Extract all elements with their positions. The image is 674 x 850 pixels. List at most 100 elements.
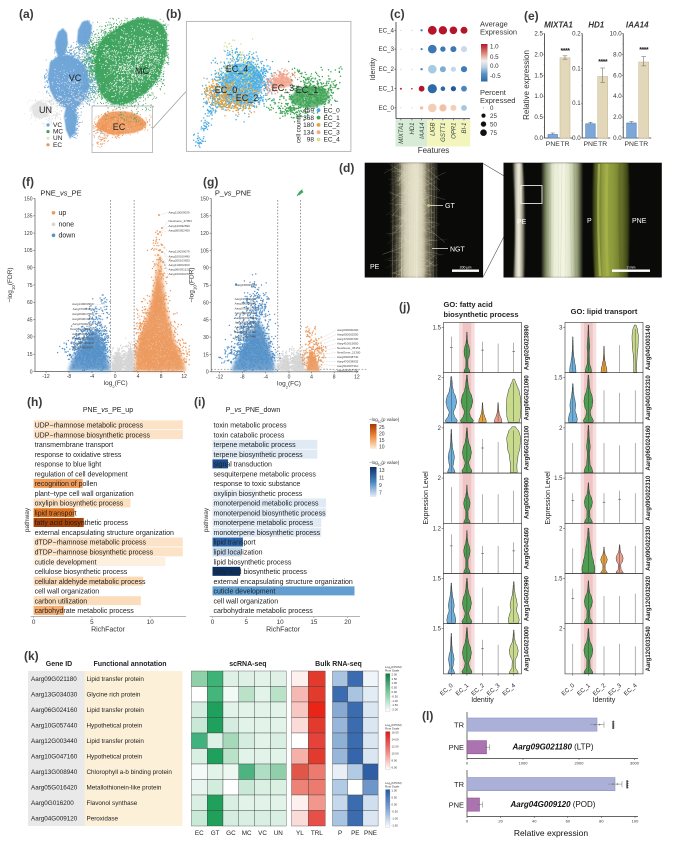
svg-text:TR: TR — [454, 721, 465, 730]
svg-text:down: down — [59, 233, 76, 240]
svg-text:15: 15 — [379, 438, 385, 444]
svg-text:Aarg090017580: Aarg090017580 — [72, 312, 94, 316]
svg-text:external encapsulating structu: external encapsulating structure organiz… — [214, 579, 353, 586]
svg-text:response to oxidative stress: response to oxidative stress — [35, 452, 122, 459]
svg-text:PNE: PNE — [625, 141, 639, 148]
svg-text:log2(FC): log2(FC) — [277, 380, 301, 389]
svg-text:NewGene_21300: NewGene_21300 — [337, 351, 361, 355]
svg-text:EC_3: EC_3 — [379, 46, 395, 53]
svg-text:****: **** — [561, 48, 571, 55]
svg-text:PE: PE — [370, 264, 380, 271]
svg-text:PNE: PNE — [364, 830, 377, 837]
svg-text:-1.50: -1.50 — [392, 703, 399, 707]
svg-text:368: 368 — [303, 115, 314, 122]
svg-text:fatty acid biosynthetic proces: fatty acid biosynthetic process — [35, 520, 129, 527]
svg-text:13: 13 — [379, 468, 385, 474]
svg-text:TRL: TRL — [311, 830, 323, 837]
svg-text:Bulk RNA-seq: Bulk RNA-seq — [315, 661, 362, 668]
svg-text:2.0: 2.0 — [613, 114, 622, 121]
svg-text:8: 8 — [160, 374, 163, 380]
svg-text:Aarg04G032310: Aarg04G032310 — [646, 375, 652, 421]
svg-text:(i): (i) — [194, 395, 205, 409]
svg-text:RichFactor: RichFactor — [266, 627, 301, 634]
svg-text:toxin metabolic process: toxin metabolic process — [214, 423, 288, 430]
svg-text:UDP−rhamnose metabolic process: UDP−rhamnose metabolic process — [35, 423, 144, 430]
svg-text:Aarg0G042460: Aarg0G042460 — [525, 527, 531, 569]
svg-text:****: **** — [639, 47, 649, 54]
svg-text:Aarg100249490: Aarg100249490 — [235, 330, 257, 334]
svg-text:Chlorophyll a-b binding protei: Chlorophyll a-b binding protein — [87, 769, 173, 776]
svg-text:Aarg02G023890: Aarg02G023890 — [525, 324, 531, 370]
svg-text:1.00: 1.00 — [392, 681, 398, 685]
svg-text:UN: UN — [274, 830, 284, 837]
svg-text:biosynthetic process: biosynthetic process — [444, 310, 519, 319]
svg-text:-12: -12 — [42, 374, 49, 380]
svg-text:EC_0: EC_0 — [379, 105, 395, 112]
svg-text:-1.50: -1.50 — [392, 824, 399, 828]
svg-text:Peroxidase: Peroxidase — [87, 816, 119, 823]
svg-text:Features: Features — [418, 146, 450, 155]
svg-text:150: 150 — [24, 196, 33, 202]
svg-text:pathway: pathway — [24, 507, 31, 532]
svg-text:6.0: 6.0 — [613, 72, 622, 79]
svg-text:-8: -8 — [67, 374, 72, 380]
svg-text:90: 90 — [203, 266, 209, 272]
svg-text:recognition of pollen: recognition of pollen — [35, 481, 98, 488]
svg-text:Aarg110006190: Aarg110006190 — [235, 321, 256, 325]
svg-text:Aarg100005310: Aarg100005310 — [72, 337, 94, 341]
svg-text:Aarg13G034030: Aarg13G034030 — [31, 692, 78, 699]
svg-text:****: **** — [622, 780, 629, 789]
svg-text:10: 10 — [147, 619, 155, 626]
svg-text:GSTT1: GSTT1 — [441, 123, 447, 142]
svg-text:(e): (e) — [524, 9, 539, 23]
svg-text:up: up — [59, 210, 67, 217]
svg-text:0.2: 0.2 — [572, 31, 581, 38]
svg-text:terpene metabolic process: terpene metabolic process — [214, 442, 297, 449]
svg-text:135: 135 — [200, 214, 209, 220]
svg-text:Aarg09G021180: Aarg09G021180 — [31, 676, 77, 683]
svg-text:Flavonol synthase: Flavonol synthase — [87, 800, 138, 807]
svg-text:16.00: 16.00 — [392, 731, 399, 735]
svg-text:OPR1: OPR1 — [452, 123, 458, 139]
svg-text:IAA14: IAA14 — [626, 21, 649, 30]
svg-text:-0.50: -0.50 — [392, 694, 399, 698]
svg-text:P: P — [338, 830, 342, 837]
svg-text:45: 45 — [27, 317, 33, 323]
svg-text:Lipid transfer protein: Lipid transfer protein — [87, 707, 145, 714]
svg-text:NewGene_37953: NewGene_37953 — [169, 219, 193, 223]
svg-text:lipid transport: lipid transport — [35, 510, 77, 517]
svg-text:pathway: pathway — [203, 507, 210, 532]
svg-text:Aarg160029380: Aarg160029380 — [236, 283, 258, 287]
svg-text:1.00: 1.00 — [392, 789, 398, 793]
svg-text:98: 98 — [307, 137, 315, 144]
svg-text:Percent: Percent — [480, 88, 507, 97]
svg-text:lipid transport: lipid transport — [214, 540, 256, 547]
svg-text:RichFactor: RichFactor — [91, 627, 126, 634]
svg-text:NewGene_35151: NewGene_35151 — [337, 346, 361, 350]
svg-text:30: 30 — [27, 335, 33, 341]
svg-text:EC_1: EC_1 — [324, 115, 341, 122]
svg-text:Aarg06G024160: Aarg06G024160 — [646, 425, 652, 471]
svg-text:105: 105 — [200, 248, 209, 254]
svg-text:75: 75 — [490, 130, 497, 137]
svg-text:4: 4 — [137, 374, 140, 380]
svg-text:EC_1: EC_1 — [296, 85, 319, 95]
svg-text:−log10(FDR): −log10(FDR) — [189, 267, 198, 302]
svg-text:Aarg10G057440: Aarg10G057440 — [31, 723, 78, 730]
svg-text:Aarg04G009120: Aarg04G009120 — [31, 816, 78, 823]
svg-text:Aarg060010730: Aarg060010730 — [72, 317, 94, 321]
svg-text:Aarg060003140: Aarg060003140 — [72, 332, 94, 336]
svg-text:-1.00: -1.00 — [392, 699, 399, 703]
svg-text:HD1: HD1 — [588, 21, 605, 30]
svg-text:5: 5 — [245, 619, 249, 626]
svg-text:Log2(FPKM): Log2(FPKM) — [385, 723, 402, 728]
svg-text:10.0: 10.0 — [610, 31, 623, 38]
svg-text:50: 50 — [490, 121, 497, 128]
svg-text:cuticle development: cuticle development — [35, 559, 97, 566]
svg-text:lipid biosynthetic process: lipid biosynthetic process — [214, 559, 292, 566]
svg-text:Aarg09G021180 (LTP): Aarg09G021180 (LTP) — [511, 743, 593, 752]
svg-text:1.5: 1.5 — [534, 72, 543, 79]
svg-text:2000: 2000 — [575, 761, 585, 766]
svg-text:lipid localization: lipid localization — [214, 550, 263, 557]
svg-text:PE: PE — [517, 219, 527, 226]
